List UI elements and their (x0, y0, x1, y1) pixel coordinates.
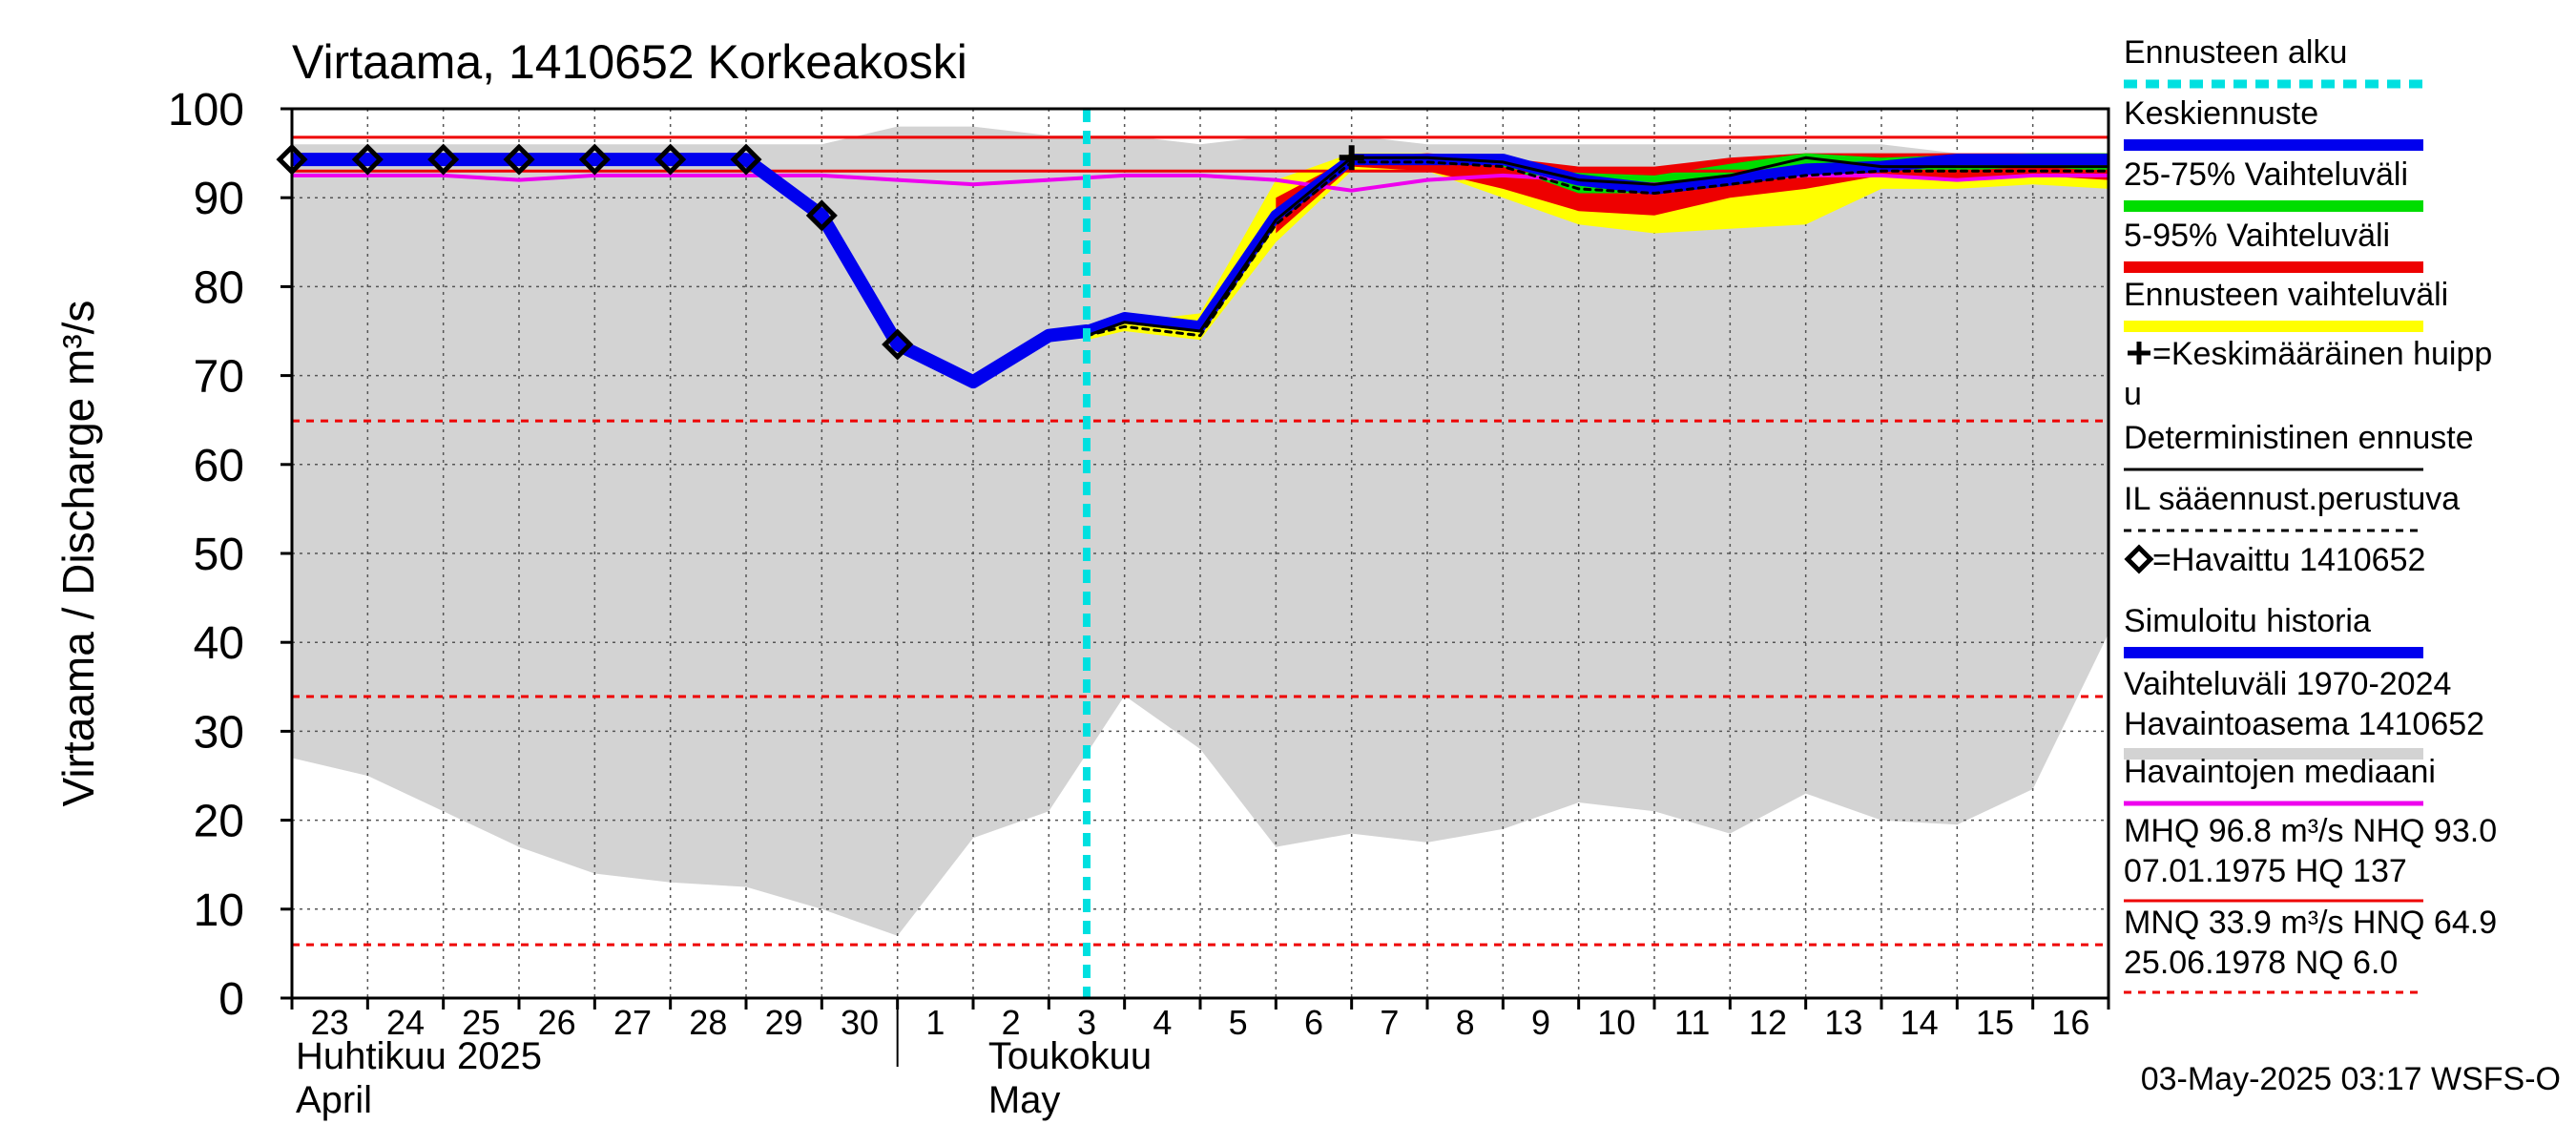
legend-label: Keskiennuste (2124, 95, 2318, 132)
x-tick-label: 12 (1749, 1003, 1787, 1042)
legend-label-2: u (2124, 376, 2142, 412)
y-tick-label: 50 (194, 530, 244, 580)
legend-label-2: 25.06.1978 NQ 6.0 (2124, 945, 2398, 981)
x-tick-label: 28 (689, 1003, 727, 1042)
x-tick-label: 9 (1531, 1003, 1550, 1042)
observed-marker (805, 199, 838, 232)
chart-title: Virtaama, 1410652 Korkeakoski (292, 35, 967, 89)
observed-marker (882, 328, 914, 361)
legend-label: Deterministinen ennuste (2124, 420, 2474, 456)
legend-label: Simuloitu historia (2124, 603, 2371, 639)
x-tick-label: 29 (765, 1003, 803, 1042)
x-tick-label: 3 (1077, 1003, 1096, 1042)
y-tick-label: 100 (168, 85, 244, 135)
legend-label: IL sääennust.perustuva (2124, 481, 2460, 517)
observed-marker (351, 143, 384, 176)
legend-plus-marker (2128, 342, 2150, 364)
x-tick-label: 14 (1901, 1003, 1939, 1042)
y-tick-label: 70 (194, 352, 244, 403)
observed-marker (578, 143, 611, 176)
observed-marker (654, 143, 687, 176)
legend-label: =Keskimääräinen huipp (2152, 336, 2492, 372)
y-tick-label: 40 (194, 618, 244, 669)
x-tick-label: 25 (462, 1003, 500, 1042)
x-tick-label: 8 (1456, 1003, 1475, 1042)
legend-label: MNQ 33.9 m³/s HNQ 64.9 (2124, 905, 2497, 941)
y-tick-label: 10 (194, 885, 244, 936)
x-tick-label: 26 (538, 1003, 576, 1042)
x-tick-label: 13 (1824, 1003, 1862, 1042)
legend-label: Havaintojen mediaani (2124, 754, 2436, 790)
legend-label-2: 07.01.1975 HQ 137 (2124, 853, 2407, 889)
x-tick-label: 4 (1153, 1003, 1172, 1042)
mean-peak-marker (1339, 145, 1364, 171)
month-label-en: May (988, 1079, 1061, 1121)
x-tick-label: 27 (613, 1003, 652, 1042)
x-tick-label: 23 (311, 1003, 349, 1042)
y-tick-label: 30 (194, 707, 244, 758)
forecast-range-band (1087, 153, 2109, 341)
y-tick-label: 90 (194, 174, 244, 224)
observed-marker (730, 143, 762, 176)
legend-label: 25-75% Vaihteluväli (2124, 156, 2408, 193)
legend-label: MHQ 96.8 m³/s NHQ 93.0 (2124, 813, 2497, 849)
y-axis-label: Virtaama / Discharge m³/s (53, 301, 103, 807)
x-tick-label: 6 (1304, 1003, 1323, 1042)
x-tick-label: 5 (1229, 1003, 1248, 1042)
x-tick-label: 10 (1597, 1003, 1635, 1042)
band-5-95 (1276, 153, 2109, 234)
series-line (1085, 160, 2109, 338)
series-line (1085, 156, 2109, 338)
y-tick-label: 80 (194, 262, 244, 313)
x-tick-label: 1 (925, 1003, 945, 1042)
legend-label-2: Havaintoasema 1410652 (2124, 706, 2484, 742)
x-tick-label: 15 (1976, 1003, 2014, 1042)
month-label-en: April (296, 1079, 372, 1121)
observed-marker (427, 143, 460, 176)
y-tick-label: 60 (194, 441, 244, 491)
x-tick-label: 2 (1002, 1003, 1021, 1042)
x-tick-label: 11 (1674, 1003, 1710, 1042)
y-tick-label: 20 (194, 797, 244, 847)
month-label-fi: Toukokuu (988, 1035, 1152, 1077)
legend-label: Ennusteen vaihteluväli (2124, 277, 2448, 313)
markers-layer (276, 143, 1364, 361)
x-tick-label: 16 (2051, 1003, 2089, 1042)
x-tick-label: 24 (386, 1003, 425, 1042)
legend-label: =Havaittu 1410652 (2152, 542, 2425, 578)
legend-label: 5-95% Vaihteluväli (2124, 218, 2390, 254)
legend-diamond-marker (2124, 544, 2154, 574)
footer-timestamp: 03-May-2025 03:17 WSFS-O (2141, 1061, 2561, 1097)
grid-layer (292, 109, 2109, 998)
x-tick-label: 30 (841, 1003, 879, 1042)
legend-label: Ennusteen alku (2124, 34, 2347, 71)
y-tick-label: 0 (218, 974, 244, 1025)
x-tick-label: 7 (1380, 1003, 1399, 1042)
month-label-fi: Huhtikuu 2025 (296, 1035, 542, 1077)
legend-label: Vaihteluväli 1970-2024 (2124, 666, 2451, 702)
legend: Ennusteen alku Keskiennuste 25-75% Vaihtel… (2124, 34, 2497, 994)
observed-marker (503, 143, 535, 176)
